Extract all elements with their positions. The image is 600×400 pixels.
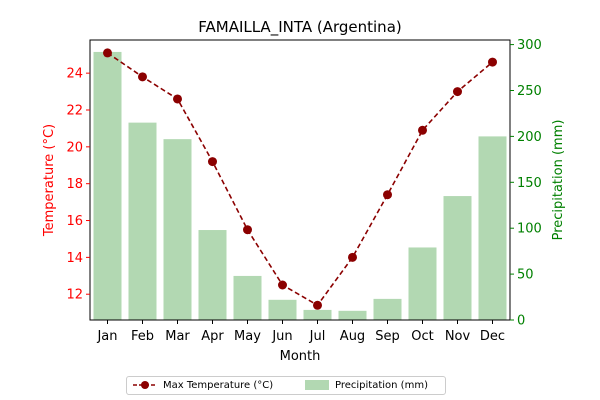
precipitation-bar [233,275,262,320]
y-left-tick-label: 18 [66,177,83,192]
legend-item-temperature: Max Temperature (°C) [133,379,273,391]
temperature-point [103,48,112,58]
x-tick-label: Sep [375,329,400,344]
temperature-line-path [107,52,494,307]
temperature-point [208,157,217,167]
y-axis-left: 12 14 16 18 20 22 24 [66,67,90,303]
temperature-point [243,225,252,235]
y-left-tick-label: 12 [66,288,83,303]
y-right-tick-label: 0 [517,314,525,329]
temperature-point [453,87,462,97]
precipitation-bar [443,196,472,320]
precipitation-bar [163,139,192,320]
y-right-tick-label: 300 [517,38,542,53]
temperature-point [348,252,357,262]
x-axis-label: Month [280,349,321,364]
precipitation-bar [478,136,507,320]
x-tick-label: Jul [309,329,326,344]
legend-label-precipitation: Precipitation (mm) [335,379,428,391]
y-right-tick-label: 150 [517,176,542,191]
precipitation-bar [373,298,402,320]
temperature-point [138,72,147,82]
y-left-tick-label: 14 [66,251,83,266]
y-left-tick-label: 24 [66,67,83,82]
x-tick-label: Nov [445,329,471,344]
precipitation-bar [128,122,157,320]
y-right-tick-label: 250 [517,84,542,99]
temperature-point [418,125,427,135]
x-tick-label: Aug [340,329,365,344]
x-tick-label: Apr [201,329,224,344]
y-left-tick-label: 20 [66,140,83,155]
precipitation-bars [93,51,507,321]
precipitation-bar [93,51,122,321]
temperature-point [173,94,182,104]
y-axis-right-label: Precipitation (mm) [551,120,566,241]
x-tick-label: Jan [96,329,117,344]
x-tick-label: May [234,329,261,344]
temperature-point [488,57,497,67]
legend-item-precipitation: Precipitation (mm) [305,379,428,391]
x-tick-label: Dec [480,329,505,344]
y-right-tick-label: 200 [517,130,542,145]
x-tick-label: Feb [131,329,154,344]
legend-bar-swatch-icon [305,380,329,390]
legend-line-marker-icon [133,381,157,389]
y-right-tick-label: 50 [517,268,534,283]
y-right-tick-label: 100 [517,222,542,237]
x-tick-label: Jun [271,329,292,344]
x-tick-label: Mar [165,329,190,344]
temperature-point [383,190,392,200]
y-axis-right: 0 50 100 150 200 250 300 [510,38,542,329]
precipitation-bar [198,230,227,320]
chart-title: FAMAILLA_INTA (Argentina) [198,18,402,37]
y-left-tick-label: 22 [66,104,83,119]
legend-label-temperature: Max Temperature (°C) [163,379,274,391]
y-left-tick-label: 16 [66,214,83,229]
precipitation-bar [408,247,437,320]
x-tick-label: Oct [411,329,433,344]
temperature-point [313,300,322,310]
precipitation-bar [303,309,332,320]
plot-area-frame [89,39,511,321]
y-axis-left-label: Temperature (°C) [42,124,57,237]
legend: Max Temperature (°C) Precipitation (mm) [126,376,446,395]
precipitation-bar [268,299,297,320]
x-axis: Jan Feb Mar Apr May Jun Jul Aug Sep Oct Nov Dec [96,320,505,344]
temperature-line [103,48,497,310]
temperature-point [278,280,287,290]
precipitation-bar [338,310,367,320]
